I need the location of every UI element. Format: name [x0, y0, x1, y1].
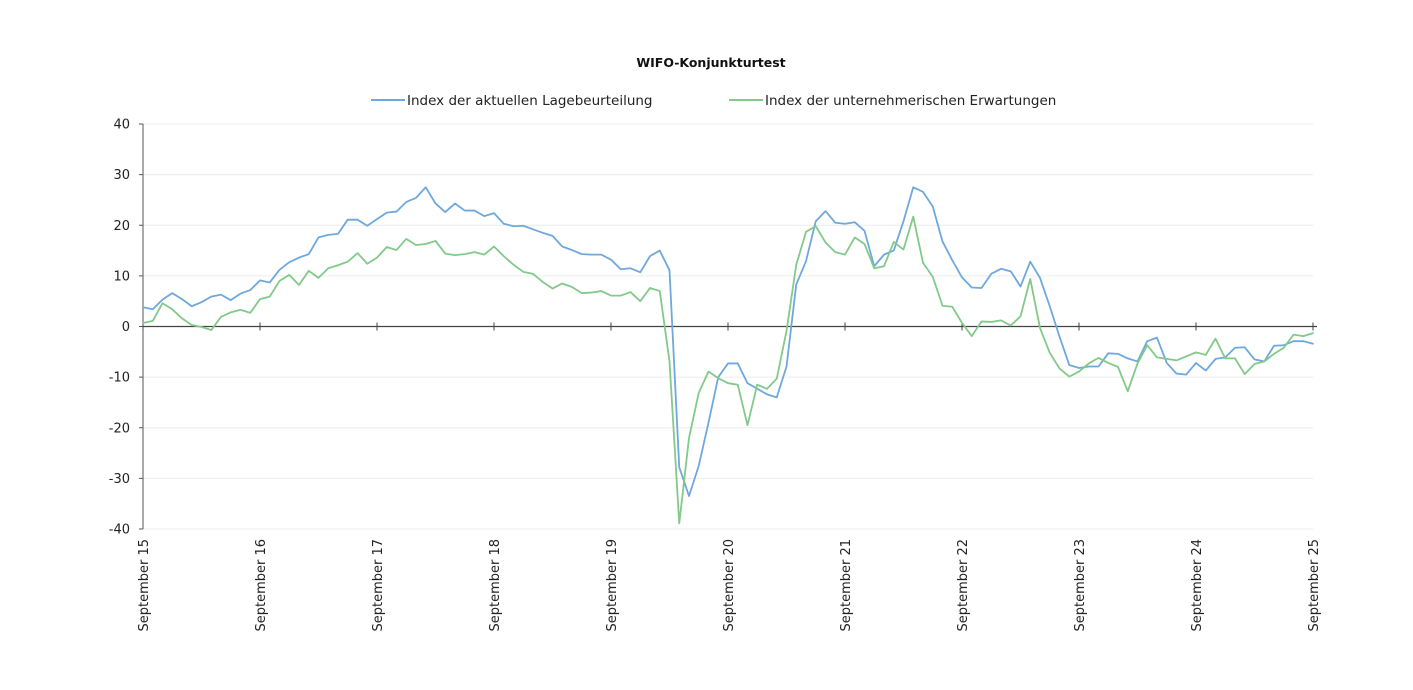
y-tick-label: 30 [113, 168, 130, 183]
legend: Index der aktuellen Lagebeurteilung Index… [371, 93, 1056, 109]
y-tick-label: 10 [113, 269, 130, 284]
x-tick-label: September 19 [605, 539, 620, 632]
x-tick-label: September 21 [839, 539, 854, 632]
x-tick-label: September 16 [254, 539, 269, 632]
x-tick-label: September 20 [722, 539, 737, 632]
legend-item: Index der unternehmerischen Erwartungen [729, 93, 1056, 109]
x-tick-label: September 17 [371, 539, 386, 632]
chart-title: WIFO-Konjunkturtest [636, 55, 785, 70]
x-tick-label: September 18 [488, 539, 503, 632]
x-tick-label: September 25 [1307, 539, 1322, 632]
y-tick-label: -30 [109, 472, 130, 487]
legend-item: Index der aktuellen Lagebeurteilung [371, 93, 653, 109]
x-tick-label: September 15 [137, 539, 152, 632]
y-tick-label: -20 [109, 421, 130, 436]
x-tick-label: September 24 [1190, 539, 1205, 632]
y-tick-label: -10 [109, 371, 130, 386]
x-tick-label: September 23 [1073, 539, 1088, 632]
series-line-lagebeurteilung [142, 186, 1314, 497]
y-tick-label: 40 [113, 118, 130, 133]
legend-label: Index der unternehmerischen Erwartungen [765, 93, 1056, 109]
axes: -40 -30 -20 -10 0 10 20 30 40 September 15 Septemb… [109, 118, 1322, 632]
y-tick-label: -40 [109, 523, 130, 538]
y-tick-label: 0 [122, 320, 130, 335]
series-layer [142, 186, 1314, 525]
gridlines [143, 123, 1313, 530]
legend-label: Index der aktuellen Lagebeurteilung [407, 93, 653, 109]
y-tick-label: 20 [113, 219, 130, 234]
x-tick-label: September 22 [956, 539, 971, 632]
series-line-erwartungen [142, 215, 1314, 525]
